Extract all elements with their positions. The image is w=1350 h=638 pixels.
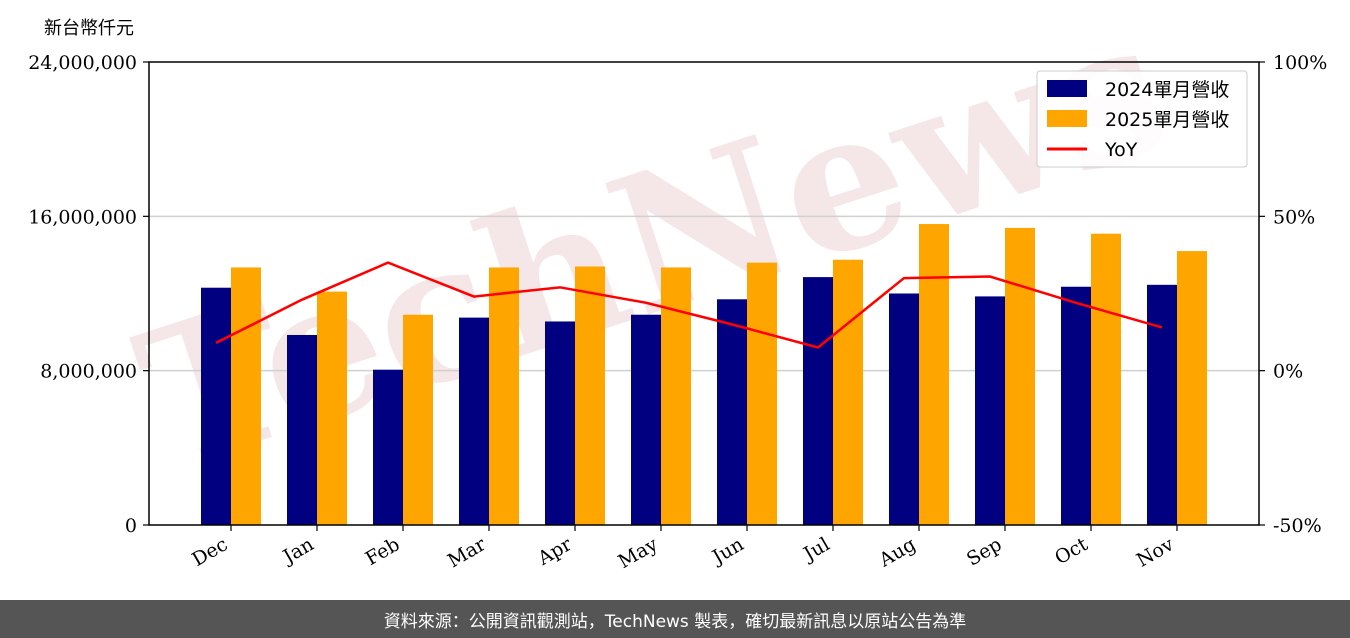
bar-2025-oct — [1091, 233, 1121, 525]
bars — [201, 224, 1207, 526]
footer-source: 資料來源：公開資訊觀測站，TechNews 製表，確切最新訊息以原站公告為準 — [0, 600, 1350, 638]
x-tick-label-jan: Jan — [278, 533, 318, 569]
bar-2025-jul — [833, 259, 863, 525]
x-tick-label-jun: Jun — [707, 533, 748, 569]
y-right-tick-label: 0% — [1273, 361, 1303, 383]
bar-2024-feb — [373, 369, 403, 525]
y-left-tick-label: 0 — [125, 515, 137, 537]
bar-2024-jan — [287, 334, 317, 525]
legend-yoy-label: YoY — [1104, 139, 1138, 161]
x-tick-label-oct: Oct — [1051, 533, 1092, 569]
legend: 2024單月營收 2025單月營收 YoY — [1036, 70, 1248, 168]
bar-2025-sep — [1005, 227, 1035, 526]
x-tick-label-feb: Feb — [362, 533, 404, 570]
y-right-tick-label: -50% — [1273, 515, 1322, 537]
x-tick-label-sep: Sep — [963, 533, 1006, 570]
bar-2024-nov — [1147, 284, 1177, 525]
legend-2025-label: 2025單月營收 — [1105, 109, 1229, 131]
y-left-tick-label: 8,000,000 — [40, 361, 137, 383]
y-left-tick-label: 16,000,000 — [28, 206, 137, 228]
plot-frame — [148, 61, 1260, 526]
bar-2025-dec — [231, 267, 261, 525]
bar-2024-jun — [717, 299, 747, 525]
bar-2025-may — [661, 267, 691, 525]
x-tick-label-mar: Mar — [444, 533, 490, 572]
legend-box — [1036, 70, 1248, 168]
x-tick-label-jul: Jul — [798, 533, 833, 566]
x-tick-label-dec: Dec — [188, 533, 231, 571]
bar-2024-sep — [975, 296, 1005, 525]
bar-2025-nov — [1177, 251, 1207, 525]
bar-2024-jul — [803, 277, 833, 525]
bar-2024-oct — [1061, 286, 1091, 525]
legend-2025-swatch — [1047, 110, 1087, 127]
x-tick-label-nov: Nov — [1133, 533, 1178, 572]
bar-2024-apr — [545, 321, 575, 525]
yoy-line — [215, 261, 1163, 349]
bar-2025-aug — [919, 224, 949, 526]
yoy-line-path — [215, 261, 1163, 349]
bar-2024-dec — [201, 287, 231, 525]
x-tick-label-may: May — [615, 533, 662, 573]
bar-2024-may — [631, 314, 661, 525]
revenue-chart: TechNews 08,000,00016,000,00024,000,000-… — [28, 0, 1327, 573]
bar-2024-aug — [889, 293, 919, 525]
bar-2025-jun — [747, 262, 777, 525]
x-tick-label-apr: Apr — [533, 533, 576, 570]
bar-2025-feb — [403, 314, 433, 525]
y-right-tick-label: 100% — [1273, 52, 1327, 74]
bar-2024-mar — [459, 317, 489, 525]
bar-2025-jan — [317, 291, 347, 525]
legend-2024-swatch — [1047, 80, 1087, 97]
legend-2024-label: 2024單月營收 — [1105, 79, 1229, 101]
bar-2025-apr — [575, 266, 605, 525]
bar-2025-mar — [489, 267, 519, 525]
x-tick-label-aug: Aug — [875, 533, 920, 572]
y-axis-unit-label: 新台幣仟元 — [44, 18, 134, 39]
y-right-tick-label: 50% — [1273, 206, 1315, 228]
y-left-tick-label: 24,000,000 — [28, 52, 137, 74]
